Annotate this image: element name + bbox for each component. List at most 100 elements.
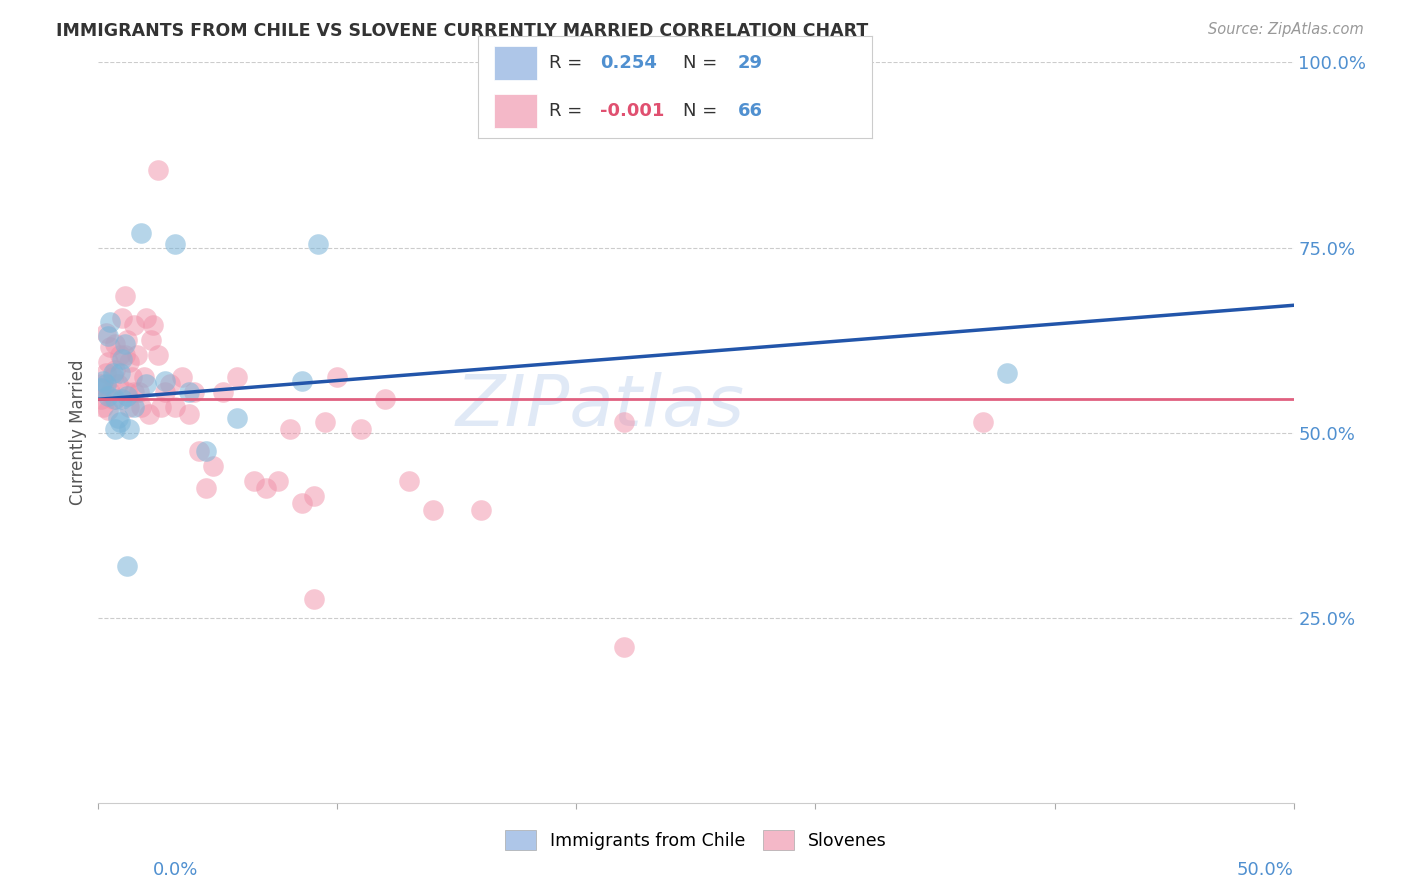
Point — [94, 377, 117, 392]
Point — [291, 374, 314, 388]
Text: R =: R = — [548, 102, 588, 120]
Point — [97, 355, 120, 369]
Point — [91, 374, 114, 388]
Point — [115, 333, 138, 347]
Text: IMMIGRANTS FROM CHILE VS SLOVENE CURRENTLY MARRIED CORRELATION CHART: IMMIGRANTS FROM CHILE VS SLOVENE CURRENT… — [56, 22, 869, 40]
Y-axis label: Currently Married: Currently Married — [69, 359, 87, 506]
Point — [114, 348, 136, 362]
Point — [326, 370, 349, 384]
Point — [202, 458, 225, 473]
Point — [131, 400, 153, 414]
Point — [132, 370, 155, 384]
Point — [315, 415, 337, 429]
Text: 50.0%: 50.0% — [1237, 861, 1294, 879]
Point — [278, 422, 301, 436]
Point — [159, 377, 181, 392]
Point — [104, 336, 127, 351]
Text: Source: ZipAtlas.com: Source: ZipAtlas.com — [1208, 22, 1364, 37]
Point — [995, 367, 1018, 381]
Point — [183, 384, 205, 399]
Text: 29: 29 — [738, 54, 763, 72]
Point — [149, 400, 172, 414]
Point — [172, 370, 194, 384]
Text: ZIPatlas: ZIPatlas — [456, 372, 745, 442]
Point — [135, 377, 157, 392]
Point — [91, 381, 114, 395]
Point — [108, 348, 131, 362]
Point — [613, 640, 636, 655]
Point — [163, 236, 186, 251]
Point — [302, 489, 325, 503]
Point — [97, 329, 120, 343]
Point — [124, 318, 146, 333]
Point — [115, 384, 138, 399]
Text: 0.254: 0.254 — [600, 54, 657, 72]
Point — [118, 400, 141, 414]
Point — [125, 348, 148, 362]
Point — [108, 367, 131, 381]
Point — [90, 381, 112, 395]
Point — [104, 422, 127, 436]
Point — [118, 422, 141, 436]
Point — [179, 384, 201, 399]
Point — [101, 392, 124, 407]
Point — [155, 384, 177, 399]
Text: R =: R = — [548, 54, 588, 72]
Point — [114, 336, 136, 351]
Point — [121, 370, 143, 384]
Point — [398, 474, 420, 488]
Point — [104, 362, 127, 376]
Point — [111, 392, 134, 407]
Point — [107, 410, 129, 425]
Point — [128, 384, 150, 399]
Point — [124, 384, 146, 399]
Point — [142, 318, 165, 333]
Text: N =: N = — [683, 102, 723, 120]
Point — [374, 392, 396, 407]
Point — [187, 444, 209, 458]
Point — [226, 370, 249, 384]
Point — [254, 481, 277, 495]
Point — [104, 392, 127, 407]
Point — [613, 415, 636, 429]
Point — [94, 326, 117, 340]
Point — [148, 162, 170, 177]
Point — [97, 403, 120, 417]
Point — [226, 410, 249, 425]
Point — [135, 310, 157, 325]
Point — [91, 400, 114, 414]
Point — [267, 474, 290, 488]
Point — [98, 314, 122, 328]
Point — [243, 474, 266, 488]
Point — [139, 333, 162, 347]
Point — [195, 481, 218, 495]
Point — [291, 496, 314, 510]
Point — [148, 348, 170, 362]
Point — [90, 377, 112, 392]
Point — [101, 370, 124, 384]
Point — [155, 374, 177, 388]
Point — [115, 388, 138, 402]
Point — [90, 392, 112, 407]
Point — [98, 384, 122, 399]
Point — [111, 351, 134, 366]
Text: 0.0%: 0.0% — [153, 861, 198, 879]
Point — [972, 415, 994, 429]
Bar — [494, 45, 537, 79]
Point — [470, 503, 492, 517]
Point — [101, 367, 124, 381]
Point — [307, 236, 329, 251]
Text: 66: 66 — [738, 102, 763, 120]
Point — [107, 377, 129, 392]
Point — [211, 384, 233, 399]
Point — [163, 400, 186, 414]
Point — [114, 288, 136, 302]
Point — [138, 407, 160, 421]
Point — [118, 355, 141, 369]
Point — [94, 367, 117, 381]
Point — [350, 422, 373, 436]
Point — [108, 415, 131, 429]
Bar — [494, 95, 537, 128]
Point — [124, 400, 146, 414]
Point — [111, 310, 134, 325]
